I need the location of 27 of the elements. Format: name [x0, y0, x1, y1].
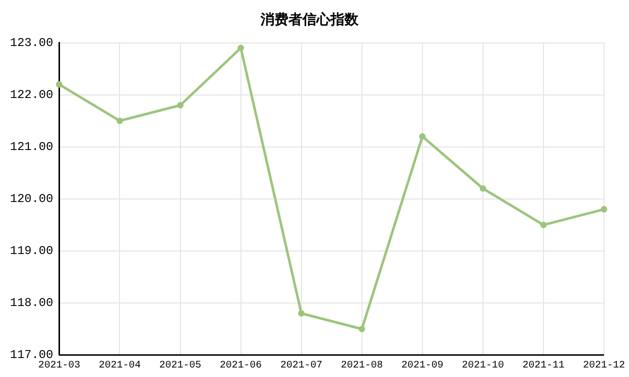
point	[480, 185, 486, 192]
point	[600, 206, 608, 213]
point	[238, 44, 244, 52]
point	[358, 326, 366, 332]
point	[116, 118, 123, 124]
point	[540, 222, 547, 228]
x-tick-label: 2021-09	[401, 360, 444, 372]
point	[298, 310, 305, 317]
y-tick-label: 118.00	[10, 296, 54, 310]
x-tick-label: 2021-07	[280, 360, 322, 372]
x-tick-label: 2021-10	[462, 360, 504, 372]
y-tick-label: 123.00	[10, 36, 54, 50]
x-tick-label: 2021-06	[220, 360, 262, 372]
point	[419, 133, 426, 140]
y-tick-label: 120.00	[10, 192, 54, 206]
x-tick-label: 2021-08	[340, 360, 383, 372]
y-tick-label: 121.00	[10, 140, 54, 154]
x-tick-label: 2021-11	[522, 360, 564, 372]
x-tick-label: 2021-04	[98, 360, 141, 372]
point	[56, 81, 62, 88]
chart-title: 消费者信心指数	[260, 11, 360, 28]
y-tick-label: 119.00	[10, 244, 54, 258]
x-tick-label: 2021-05	[159, 360, 202, 372]
x-tick-label: 2021-12	[582, 360, 626, 372]
point	[177, 102, 184, 108]
y-tick-label: 122.00	[10, 88, 54, 102]
x-tick-label: 2021-03	[38, 360, 80, 372]
